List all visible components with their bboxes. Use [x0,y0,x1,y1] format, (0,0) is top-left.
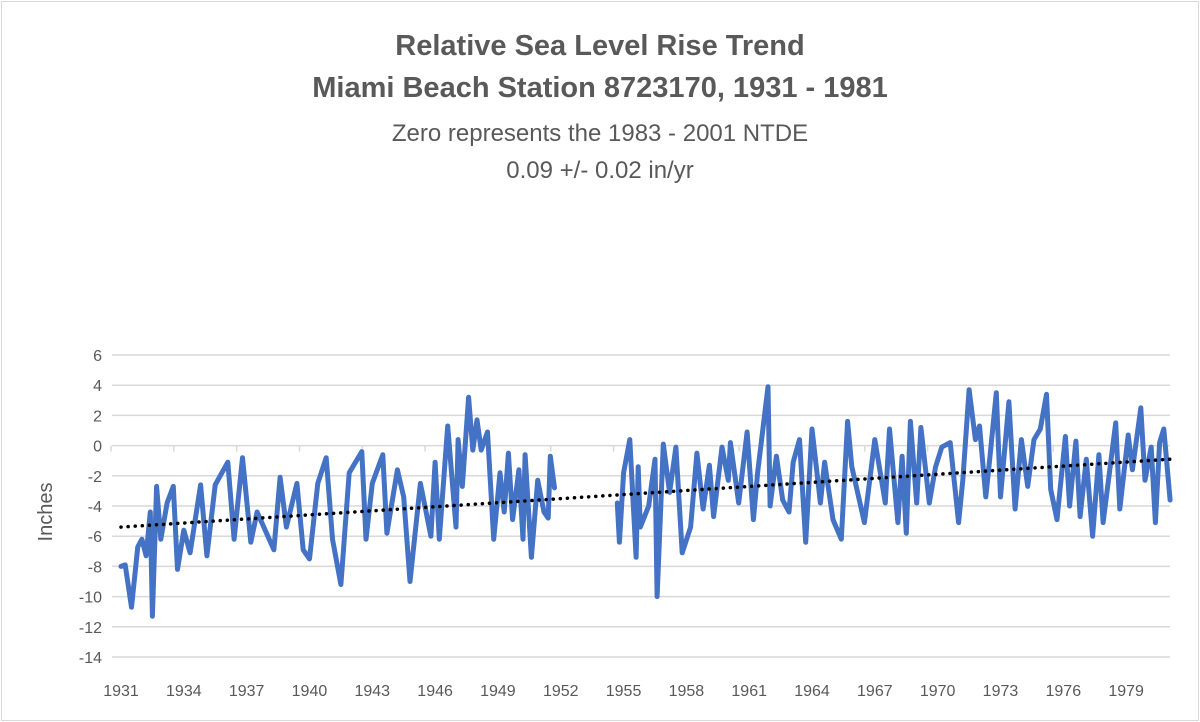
y-tick-label: 6 [93,348,102,365]
x-tick-label: 1949 [480,683,516,700]
y-axis-label: Inches [35,483,57,542]
x-tick-label: 1964 [794,683,830,700]
chart-subtitle: Zero represents the 1983 - 2001 NTDE [391,120,809,147]
x-tick-label: 1952 [543,683,579,700]
x-tick-label: 1958 [669,683,705,700]
y-tick-label: -2 [88,469,102,486]
x-tick-label: 1934 [166,683,202,700]
chart-title-line2: Miami Beach Station 8723170, 1931 - 1981 [312,72,888,104]
y-tick-label: -4 [88,499,102,516]
sea-level-series-line [118,384,1173,619]
x-tick-label: 1973 [983,683,1019,700]
x-tick-label: 1946 [417,683,453,700]
y-tick-label: 2 [93,408,102,425]
trend-line [119,457,1172,529]
x-tick-label: 1976 [1046,683,1082,700]
y-tick-label: 0 [93,439,102,456]
x-tick-label: 1967 [857,683,893,700]
x-tick-label: 1970 [920,683,956,700]
x-tick-label: 1931 [103,683,139,700]
y-tick-label: -10 [79,590,102,607]
y-tick-label: 4 [93,378,102,395]
x-tick-label: 1955 [606,683,642,700]
y-tick-label: -14 [79,650,102,667]
x-tick-label: 1943 [354,683,390,700]
x-tick-label: 1979 [1108,683,1144,700]
y-tick-label: -6 [88,529,102,546]
x-tick-label: 1937 [229,683,265,700]
y-tick-label: -12 [79,620,102,637]
x-tick-label: 1961 [731,683,767,700]
y-tick-label: -8 [88,559,102,576]
chart-subtitle-line2: 0.09 +/- 0.02 in/yr [506,157,694,184]
chart-title: Relative Sea Level Rise Trend [395,30,805,62]
x-tick-label: 1940 [292,683,328,700]
